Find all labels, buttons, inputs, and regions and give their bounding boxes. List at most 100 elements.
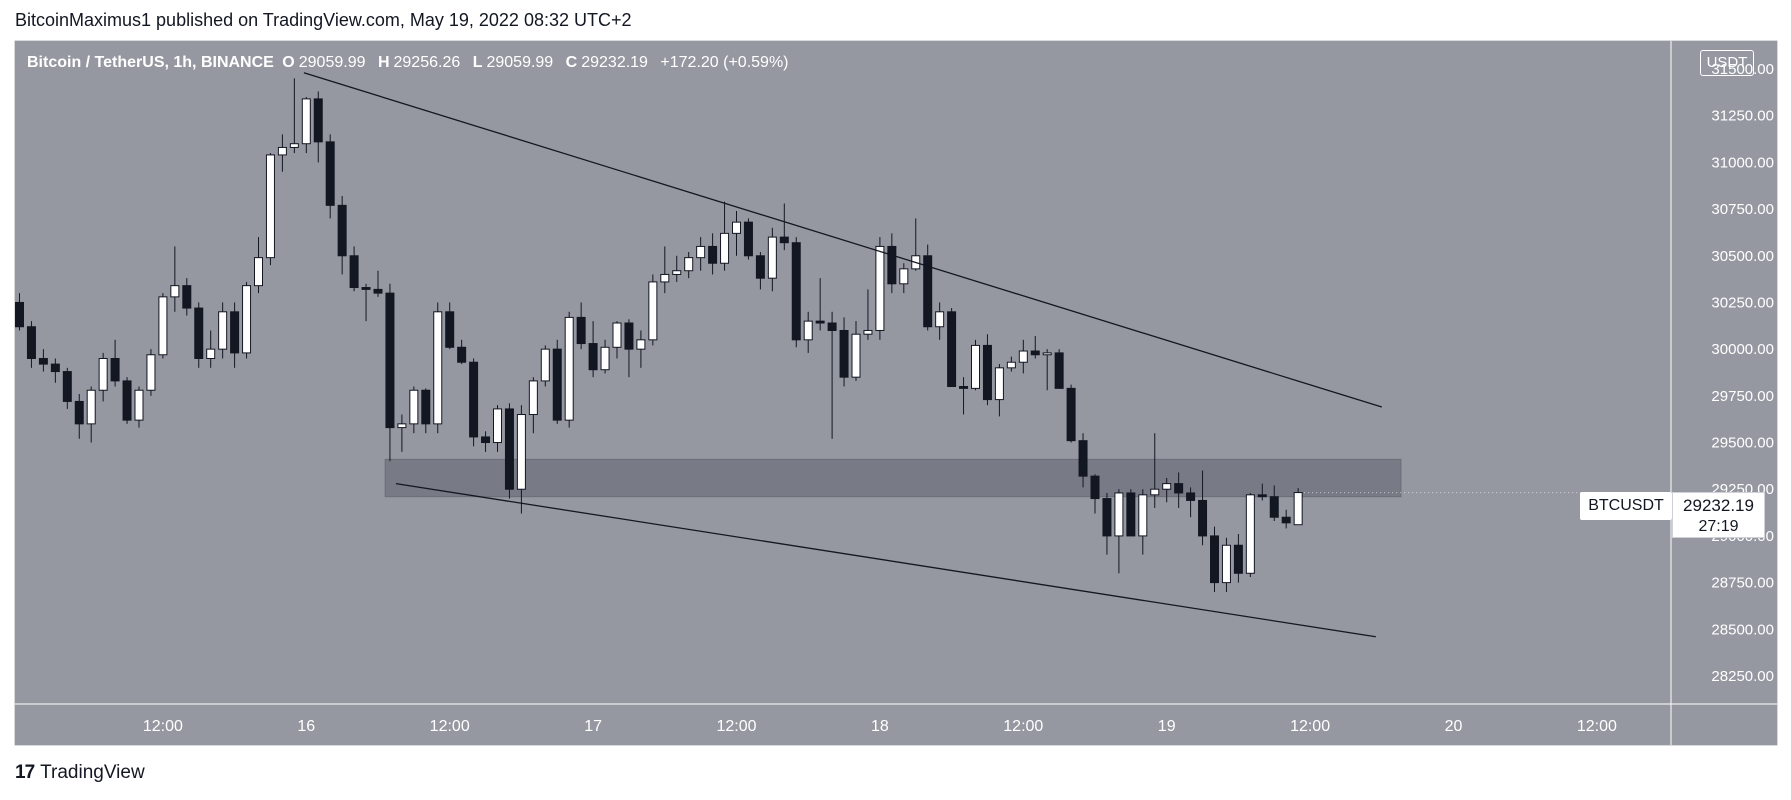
candle-body (385, 292, 395, 429)
symbol-label: BTCUSDT (1580, 492, 1672, 520)
candle-body (982, 344, 992, 401)
candle-body (875, 245, 885, 331)
time-axis (15, 704, 1777, 745)
candle-body (720, 232, 730, 264)
y-tick-label: 28250.00 (1711, 668, 1774, 685)
x-tick-label: 12:00 (430, 718, 470, 735)
candle-body (564, 316, 574, 421)
upper-trendline (303, 72, 1382, 408)
candle-body (636, 339, 646, 350)
candle-body (433, 311, 443, 425)
candle-body (170, 285, 180, 298)
candle-body (62, 371, 72, 402)
tradingview-logo[interactable]: 17 TradingView (15, 762, 145, 784)
candle-body (959, 386, 969, 389)
candle-body (839, 329, 849, 378)
candle-body (1090, 475, 1100, 500)
candle-body (421, 389, 431, 425)
currency-button[interactable]: USDT (1700, 50, 1754, 76)
candle-body (98, 357, 108, 391)
candle-body (301, 98, 311, 145)
candle-body (516, 414, 526, 490)
candle-body (15, 301, 24, 328)
candle-body (493, 408, 502, 444)
candle-body (1114, 492, 1124, 537)
tradingview-logo-icon: 17 (15, 762, 35, 783)
y-tick-label: 28500.00 (1711, 621, 1774, 638)
candle-body (935, 311, 945, 328)
x-tick-label: 16 (297, 718, 315, 735)
y-tick-label: 28750.00 (1711, 575, 1774, 592)
candle-body (528, 380, 538, 416)
ohlc-legend: Bitcoin / TetherUS, 1h, BINANCE O 29059.9… (27, 54, 793, 72)
candle-body (1030, 350, 1040, 356)
candle-body (254, 257, 263, 287)
candle-body (397, 423, 407, 429)
y-tick-label: 30750.00 (1711, 201, 1774, 218)
candle-body (994, 367, 1004, 401)
open-value: 29059.99 (298, 54, 366, 71)
candle-body (146, 354, 156, 391)
candle-body (74, 400, 84, 425)
publish-info: BitcoinMaximus1 published on TradingView… (15, 10, 632, 30)
candle-body (1054, 352, 1064, 389)
candle-body (827, 322, 837, 331)
candle-body (1233, 544, 1243, 574)
legend-symbol: Bitcoin / TetherUS, 1h, BINANCE (27, 54, 274, 71)
bar-countdown: 27:19 (1698, 518, 1739, 535)
range-zone (384, 458, 1402, 498)
x-tick-label: 20 (1445, 718, 1463, 735)
candle-body (182, 285, 192, 309)
change-value: +172.20 (+0.59%) (660, 54, 789, 71)
candle-body (732, 221, 741, 234)
x-tick-label: 12:00 (143, 718, 183, 735)
candle-body (1293, 492, 1303, 526)
candle-body (1126, 492, 1136, 537)
candle-body (552, 348, 562, 421)
candle-body (457, 346, 467, 363)
low-label: L (472, 54, 483, 71)
close-label: C (565, 54, 578, 71)
candle-body (779, 236, 789, 244)
candle-body (134, 389, 144, 421)
candle-body (791, 242, 801, 341)
candle-body (230, 311, 240, 354)
candle-body (923, 255, 933, 328)
price-axis (1671, 41, 1777, 704)
candle-body (277, 146, 287, 156)
candle-body (206, 348, 216, 359)
candle-body (1221, 544, 1231, 584)
y-tick-label: 31500.00 (1711, 61, 1774, 78)
y-tick-label: 30000.00 (1711, 341, 1774, 358)
candle-body (660, 273, 670, 283)
candle-body (887, 245, 897, 285)
candle-body (815, 320, 825, 324)
y-tick-label: 29500.00 (1711, 435, 1774, 452)
candle-body (1078, 440, 1088, 477)
candle-body (218, 311, 228, 350)
candle-body (1066, 387, 1076, 442)
brand-name: TradingView (40, 762, 145, 783)
candle-body (1281, 516, 1291, 524)
candle-body (194, 307, 204, 359)
candle-body (1138, 494, 1148, 537)
candle-body (803, 320, 813, 341)
candle-body (1162, 483, 1172, 490)
candle-body (755, 255, 765, 279)
candlestick-chart[interactable]: 31500.00 31250.00 31000.00 30750.00 30500.00… (0, 0, 1791, 760)
x-tick-label: 12:00 (716, 718, 756, 735)
candle-body (337, 204, 347, 257)
candle-body (624, 322, 634, 350)
candle-body (38, 357, 48, 365)
candle-body (265, 154, 275, 259)
high-label: H (377, 54, 390, 71)
x-tick-label: 17 (584, 718, 602, 735)
last-price-label: 29232.19 27:19 (1672, 492, 1765, 538)
candle-body (158, 296, 168, 356)
y-tick-label: 31250.00 (1711, 108, 1774, 125)
candle-body (863, 329, 873, 335)
candle-body (648, 281, 658, 341)
y-tick-label: 29750.00 (1711, 388, 1774, 405)
open-label: O (282, 54, 295, 71)
candle-body (1269, 496, 1279, 518)
